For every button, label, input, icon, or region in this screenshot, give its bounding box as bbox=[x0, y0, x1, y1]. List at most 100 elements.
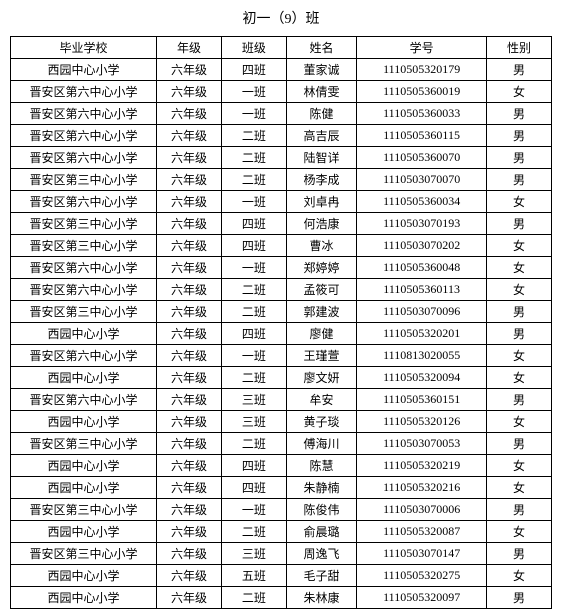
cell-sex: 女 bbox=[487, 279, 552, 301]
cell-sex: 女 bbox=[487, 191, 552, 213]
cell-id: 1110505360019 bbox=[357, 81, 487, 103]
cell-name: 周逸飞 bbox=[286, 543, 356, 565]
cell-class: 二班 bbox=[221, 301, 286, 323]
cell-school: 晋安区第六中心小学 bbox=[11, 279, 157, 301]
cell-class: 一班 bbox=[221, 257, 286, 279]
table-row: 晋安区第六中心小学六年级一班林倩雯1110505360019女 bbox=[11, 81, 552, 103]
cell-sex: 男 bbox=[487, 213, 552, 235]
cell-class: 二班 bbox=[221, 521, 286, 543]
cell-name: 俞晨璐 bbox=[286, 521, 356, 543]
cell-class: 四班 bbox=[221, 213, 286, 235]
cell-id: 1110503070053 bbox=[357, 433, 487, 455]
cell-sex: 女 bbox=[487, 235, 552, 257]
cell-name: 高吉辰 bbox=[286, 125, 356, 147]
cell-school: 西园中心小学 bbox=[11, 59, 157, 81]
cell-class: 四班 bbox=[221, 323, 286, 345]
cell-grade: 六年级 bbox=[157, 147, 222, 169]
cell-id: 1110505360113 bbox=[357, 279, 487, 301]
cell-class: 二班 bbox=[221, 147, 286, 169]
cell-name: 董家诚 bbox=[286, 59, 356, 81]
cell-grade: 六年级 bbox=[157, 433, 222, 455]
student-table: 毕业学校 年级 班级 姓名 学号 性别 西园中心小学六年级四班董家诚111050… bbox=[10, 36, 552, 609]
cell-class: 二班 bbox=[221, 433, 286, 455]
cell-id: 1110505320179 bbox=[357, 59, 487, 81]
cell-name: 孟筱可 bbox=[286, 279, 356, 301]
table-row: 晋安区第六中心小学六年级三班牟安1110505360151男 bbox=[11, 389, 552, 411]
col-grade: 年级 bbox=[157, 37, 222, 59]
cell-sex: 男 bbox=[487, 499, 552, 521]
cell-id: 1110505360070 bbox=[357, 147, 487, 169]
cell-id: 1110505320219 bbox=[357, 455, 487, 477]
table-row: 晋安区第三中心小学六年级四班何浩康1110503070193男 bbox=[11, 213, 552, 235]
table-row: 晋安区第六中心小学六年级一班郑婷婷1110505360048女 bbox=[11, 257, 552, 279]
cell-class: 一班 bbox=[221, 191, 286, 213]
cell-sex: 男 bbox=[487, 125, 552, 147]
cell-class: 一班 bbox=[221, 103, 286, 125]
cell-grade: 六年级 bbox=[157, 59, 222, 81]
cell-sex: 女 bbox=[487, 477, 552, 499]
cell-sex: 男 bbox=[487, 147, 552, 169]
cell-school: 西园中心小学 bbox=[11, 477, 157, 499]
col-sex: 性别 bbox=[487, 37, 552, 59]
cell-sex: 女 bbox=[487, 565, 552, 587]
cell-grade: 六年级 bbox=[157, 81, 222, 103]
table-header-row: 毕业学校 年级 班级 姓名 学号 性别 bbox=[11, 37, 552, 59]
cell-grade: 六年级 bbox=[157, 477, 222, 499]
cell-id: 1110505320087 bbox=[357, 521, 487, 543]
table-row: 晋安区第六中心小学六年级二班高吉辰1110505360115男 bbox=[11, 125, 552, 147]
cell-class: 四班 bbox=[221, 455, 286, 477]
cell-grade: 六年级 bbox=[157, 521, 222, 543]
cell-class: 四班 bbox=[221, 59, 286, 81]
table-row: 西园中心小学六年级二班朱林康1110505320097男 bbox=[11, 587, 552, 609]
cell-name: 廖健 bbox=[286, 323, 356, 345]
cell-name: 廖文妍 bbox=[286, 367, 356, 389]
cell-name: 黄子琰 bbox=[286, 411, 356, 433]
cell-sex: 男 bbox=[487, 587, 552, 609]
cell-name: 何浩康 bbox=[286, 213, 356, 235]
cell-id: 1110505320097 bbox=[357, 587, 487, 609]
col-school: 毕业学校 bbox=[11, 37, 157, 59]
table-row: 晋安区第三中心小学六年级一班陈俊伟1110503070006男 bbox=[11, 499, 552, 521]
cell-sex: 男 bbox=[487, 543, 552, 565]
cell-school: 晋安区第六中心小学 bbox=[11, 257, 157, 279]
cell-name: 毛子甜 bbox=[286, 565, 356, 587]
cell-grade: 六年级 bbox=[157, 235, 222, 257]
cell-school: 晋安区第六中心小学 bbox=[11, 147, 157, 169]
cell-sex: 男 bbox=[487, 59, 552, 81]
cell-id: 1110505360034 bbox=[357, 191, 487, 213]
cell-name: 朱静楠 bbox=[286, 477, 356, 499]
cell-grade: 六年级 bbox=[157, 257, 222, 279]
table-row: 晋安区第三中心小学六年级二班郭建波1110503070096男 bbox=[11, 301, 552, 323]
cell-id: 1110505320216 bbox=[357, 477, 487, 499]
cell-school: 晋安区第六中心小学 bbox=[11, 389, 157, 411]
cell-sex: 男 bbox=[487, 169, 552, 191]
col-id: 学号 bbox=[357, 37, 487, 59]
cell-name: 刘卓冉 bbox=[286, 191, 356, 213]
cell-id: 1110503070193 bbox=[357, 213, 487, 235]
cell-sex: 男 bbox=[487, 103, 552, 125]
cell-id: 1110505360048 bbox=[357, 257, 487, 279]
table-row: 晋安区第三中心小学六年级三班周逸飞1110503070147男 bbox=[11, 543, 552, 565]
cell-grade: 六年级 bbox=[157, 455, 222, 477]
cell-school: 西园中心小学 bbox=[11, 323, 157, 345]
cell-school: 西园中心小学 bbox=[11, 455, 157, 477]
table-row: 西园中心小学六年级四班朱静楠1110505320216女 bbox=[11, 477, 552, 499]
cell-name: 王瑾萱 bbox=[286, 345, 356, 367]
cell-class: 四班 bbox=[221, 235, 286, 257]
table-row: 晋安区第三中心小学六年级二班杨李成1110503070070男 bbox=[11, 169, 552, 191]
cell-class: 一班 bbox=[221, 81, 286, 103]
cell-class: 四班 bbox=[221, 477, 286, 499]
cell-class: 二班 bbox=[221, 279, 286, 301]
cell-grade: 六年级 bbox=[157, 103, 222, 125]
cell-id: 1110505320201 bbox=[357, 323, 487, 345]
cell-grade: 六年级 bbox=[157, 213, 222, 235]
cell-name: 陈慧 bbox=[286, 455, 356, 477]
table-row: 晋安区第六中心小学六年级二班孟筱可1110505360113女 bbox=[11, 279, 552, 301]
table-row: 西园中心小学六年级三班黄子琰1110505320126女 bbox=[11, 411, 552, 433]
cell-id: 1110503070096 bbox=[357, 301, 487, 323]
cell-grade: 六年级 bbox=[157, 367, 222, 389]
cell-sex: 女 bbox=[487, 257, 552, 279]
cell-sex: 男 bbox=[487, 389, 552, 411]
cell-name: 郑婷婷 bbox=[286, 257, 356, 279]
cell-name: 牟安 bbox=[286, 389, 356, 411]
